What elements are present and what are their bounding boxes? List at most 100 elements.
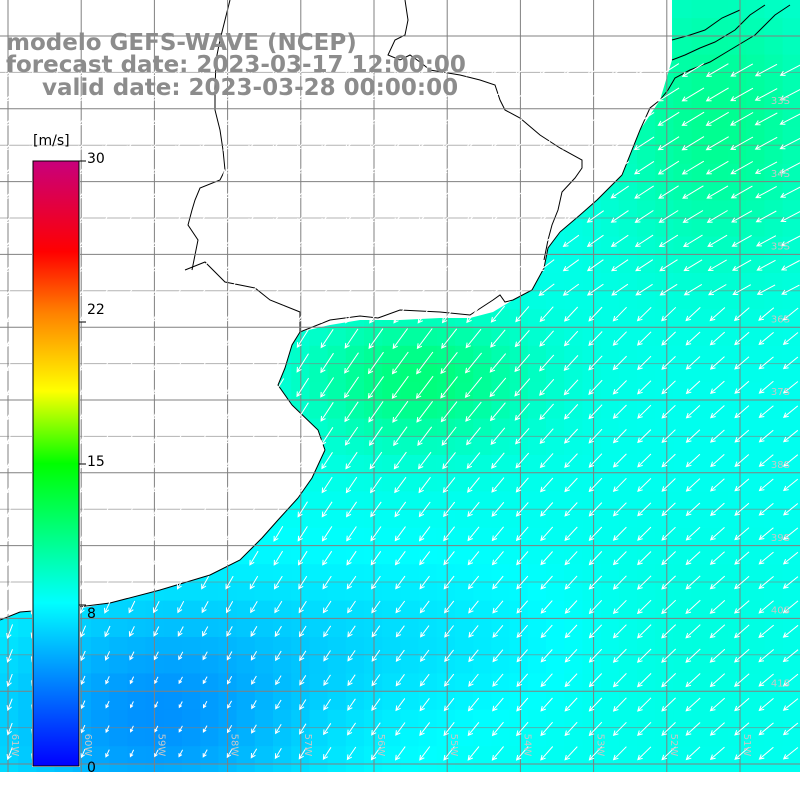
wind-cell — [364, 473, 383, 492]
wind-arrow — [272, 353, 285, 373]
wind-arrow — [152, 600, 160, 614]
wind-cell — [764, 218, 784, 238]
wind-cell — [618, 364, 638, 383]
wind-arrow — [516, 624, 528, 639]
wind-arrow — [734, 551, 750, 565]
wind-arrow — [661, 356, 676, 370]
wind-cell — [728, 145, 747, 165]
wind-arrow — [394, 746, 406, 761]
wind-arrow — [588, 306, 603, 322]
wind-arrow — [417, 234, 432, 248]
wind-cell — [564, 291, 583, 310]
wind-arrow — [661, 551, 676, 566]
wind-arrow — [588, 746, 603, 761]
wind-arrow — [174, 62, 187, 78]
wind-arrow — [710, 380, 725, 394]
wind-arrow — [151, 378, 161, 397]
wind-cell — [400, 637, 420, 656]
wind-cell — [655, 127, 674, 147]
wind-cell — [764, 618, 784, 638]
wind-arrow — [685, 648, 701, 663]
wind-arrow — [491, 526, 504, 542]
wind-arrow — [150, 208, 163, 225]
wind-arrow — [323, 723, 332, 736]
wind-arrow — [346, 575, 357, 590]
wind-cell — [691, 546, 711, 565]
wind-cell — [364, 709, 383, 729]
wind-arrow — [248, 452, 260, 470]
wind-arrow — [101, 86, 114, 103]
wind-cell — [691, 109, 711, 128]
wind-arrow — [101, 160, 114, 176]
wind-arrow — [539, 378, 555, 396]
wind-arrow — [707, 284, 727, 296]
wind-cell — [673, 655, 693, 674]
wind-cell — [491, 527, 511, 547]
wind-cell — [345, 382, 365, 401]
wind-cell — [782, 491, 800, 511]
wind-cell — [364, 673, 383, 693]
wind-arrow — [709, 648, 726, 663]
wind-arrow — [417, 63, 432, 77]
wind-cell — [618, 436, 638, 456]
wind-arrow — [586, 259, 604, 272]
wind-cell — [728, 400, 747, 420]
wind-arrow — [683, 234, 703, 248]
wind-arrow — [247, 136, 261, 151]
wind-cell — [582, 254, 602, 274]
wind-arrow — [371, 600, 381, 614]
wind-arrow — [273, 550, 284, 566]
wind-cell — [163, 673, 183, 693]
lon-label: 52W — [668, 734, 679, 757]
wind-cell — [564, 491, 583, 511]
wind-cell — [345, 709, 365, 729]
wind-arrow — [440, 376, 458, 399]
wind-arrow — [734, 624, 750, 639]
wind-cell — [728, 564, 747, 583]
wind-arrow — [588, 404, 603, 420]
wind-cell — [637, 600, 656, 620]
wind-arrow — [297, 550, 308, 566]
wind-cell — [709, 345, 729, 365]
wind-arrow — [465, 63, 481, 77]
wind-arrow — [782, 381, 799, 394]
wind-cell — [473, 582, 492, 602]
wind-arrow — [637, 355, 652, 371]
wind-cell — [673, 382, 693, 401]
wind-arrow — [275, 650, 282, 662]
wind-cell — [509, 728, 529, 747]
colorbar-label-30: 30 — [87, 151, 105, 167]
wind-cell — [400, 691, 420, 711]
wind-cell — [673, 746, 693, 765]
wind-cell — [109, 746, 128, 765]
wind-arrow — [467, 746, 480, 761]
wind-cell — [691, 91, 711, 110]
wind-cell — [382, 709, 401, 729]
wind-cell — [564, 655, 583, 674]
wind-cell — [673, 273, 693, 292]
wind-cell — [473, 564, 492, 583]
wind-cell — [436, 709, 456, 729]
wind-cell — [600, 600, 620, 620]
wind-cell — [418, 491, 438, 511]
wind-arrow — [588, 502, 603, 517]
wind-arrow — [782, 356, 799, 370]
wind-arrow — [685, 331, 701, 346]
lon-label: 55W — [448, 734, 459, 757]
wind-cell — [691, 491, 711, 511]
wind-cell — [709, 36, 729, 56]
wind-arrow — [321, 526, 333, 542]
wind-cell — [655, 691, 674, 711]
wind-cell — [254, 582, 274, 602]
wind-arrow — [154, 676, 159, 685]
wind-arrow — [758, 405, 774, 419]
wind-cell — [418, 673, 438, 693]
wind-arrow — [612, 502, 627, 517]
wind-cell — [182, 728, 201, 747]
lon-label: 53W — [595, 734, 606, 757]
wind-arrow — [4, 62, 16, 79]
wind-arrow — [709, 356, 725, 370]
wind-arrow — [28, 62, 40, 79]
lat-label: 39S — [771, 533, 790, 544]
wind-cell — [382, 618, 401, 638]
